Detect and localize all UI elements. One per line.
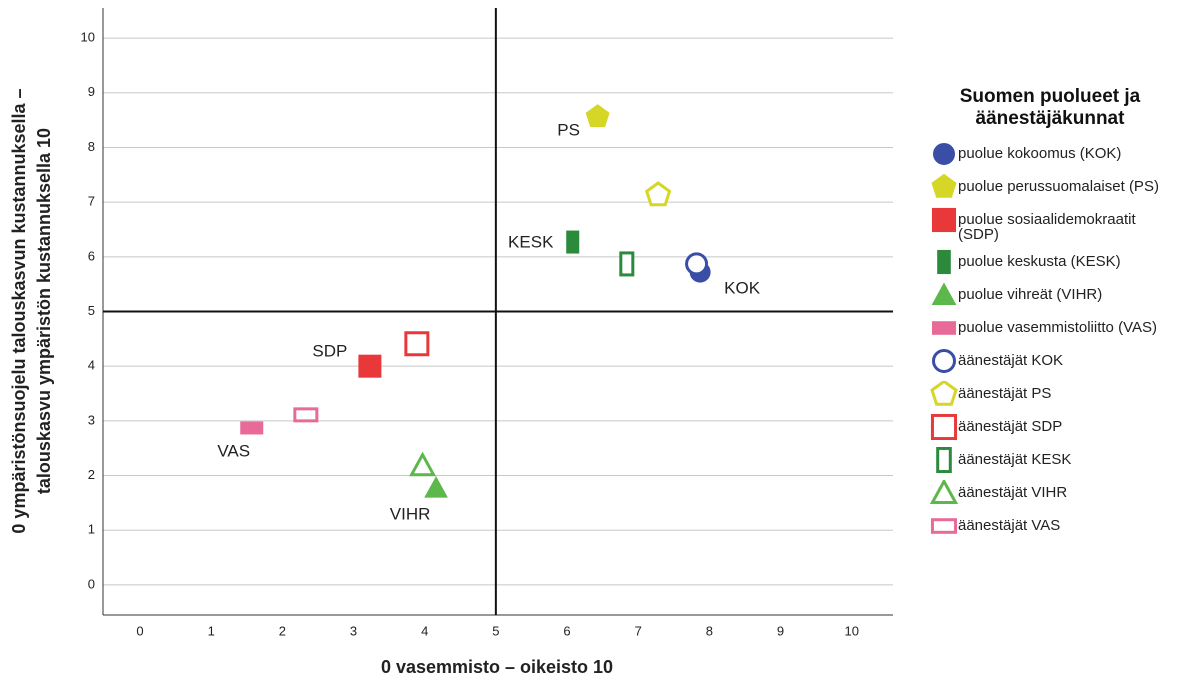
- marker: [404, 331, 430, 357]
- y-tick-label: 0: [88, 576, 95, 591]
- y-tick-label: 1: [88, 522, 95, 537]
- legend-marker: [930, 518, 958, 534]
- y-tick-label: 8: [88, 139, 95, 154]
- marker: [619, 251, 635, 277]
- legend-label: äänestäjät VIHR: [958, 484, 1068, 501]
- legend-label: äänestäjät VAS: [958, 517, 1061, 534]
- legend-marker: [937, 249, 951, 275]
- marker: [930, 414, 958, 440]
- legend-marker: [933, 143, 955, 165]
- y-tick-label: 5: [88, 303, 95, 318]
- legend-item: äänestäjät SDP: [930, 414, 1175, 440]
- legend-marker: [932, 349, 956, 373]
- legend-label: puolue kokoomus (KOK): [958, 145, 1122, 162]
- legend-label: äänestäjät PS: [958, 385, 1052, 402]
- legend-marker: [931, 282, 957, 305]
- legend-item: puolue vasemmistoliitto (VAS): [930, 320, 1175, 341]
- legend-marker: [931, 174, 957, 198]
- legend-label: äänestäjät KOK: [958, 352, 1064, 369]
- y-tick-label: 4: [88, 358, 95, 373]
- legend-item: äänestäjät VAS: [930, 518, 1175, 539]
- y-tick-label: 3: [88, 412, 95, 427]
- marker: [932, 349, 956, 373]
- legend-marker: [930, 480, 958, 504]
- legend-item: äänestäjät KOK: [930, 349, 1175, 374]
- y-tick-label: 2: [88, 467, 95, 482]
- legend-marker: [930, 381, 958, 406]
- y-tick-label: 10: [81, 30, 95, 45]
- marker: [931, 207, 957, 233]
- marker: [293, 407, 319, 423]
- legend-title: Suomen puolueet ja äänestäjäkunnat: [959, 86, 1141, 129]
- marker: [936, 447, 952, 473]
- marker: [931, 282, 957, 305]
- point-label: KESK: [508, 233, 554, 252]
- legend-marker: [931, 321, 957, 335]
- legend-label: puolue keskusta (KESK): [958, 253, 1121, 270]
- x-tick-label: 9: [777, 623, 784, 638]
- legend-label: puolue sosiaalidemokraatit (SDP): [958, 211, 1136, 243]
- marker: [409, 451, 437, 477]
- x-tick-label: 8: [706, 623, 713, 638]
- x-tick-label: 3: [350, 623, 357, 638]
- legend-item: puolue sosiaalidemokraatit (SDP): [930, 207, 1175, 243]
- point-label: PS: [557, 120, 580, 139]
- legend: Suomen puolueet ja äänestäjäkunnat puolu…: [930, 86, 1175, 551]
- legend-label: äänestäjät KESK: [958, 451, 1072, 468]
- legend-label: äänestäjät SDP: [958, 418, 1063, 435]
- y-tick-label: 7: [88, 194, 95, 209]
- marker: [566, 230, 580, 254]
- legend-item: puolue kokoomus (KOK): [930, 143, 1175, 167]
- x-tick-label: 10: [844, 623, 858, 638]
- marker: [685, 252, 709, 276]
- marker: [933, 143, 955, 165]
- x-tick-label: 6: [563, 623, 570, 638]
- point-label: VAS: [217, 441, 250, 460]
- x-tick-label: 0: [136, 623, 143, 638]
- marker: [930, 381, 958, 406]
- marker: [930, 480, 958, 504]
- x-tick-label: 1: [208, 623, 215, 638]
- legend-item: puolue perussuomalaiset (PS): [930, 174, 1175, 200]
- legend-item: äänestäjät KESK: [930, 447, 1175, 473]
- legend-label: puolue perussuomalaiset (PS): [958, 178, 1159, 195]
- legend-item: puolue keskusta (KESK): [930, 249, 1175, 275]
- chart: 0 vasemmisto – oikeisto 10 0 ympäristöns…: [9, 8, 893, 677]
- y-tick-label: 6: [88, 248, 95, 263]
- marker: [424, 476, 448, 498]
- y-axis-label: talouskasvu ympäristön kustannuksella 10: [34, 128, 54, 494]
- legend-marker: [930, 414, 958, 440]
- marker: [931, 321, 957, 335]
- legend-marker: [936, 447, 952, 473]
- legend-label: puolue vasemmistoliitto (VAS): [958, 319, 1157, 336]
- marker: [585, 104, 610, 128]
- point-label: VIHR: [390, 505, 431, 524]
- marker: [358, 354, 382, 378]
- marker: [644, 181, 672, 207]
- legend-marker: [931, 207, 957, 233]
- point-label: KOK: [724, 279, 761, 298]
- legend-label: puolue vihreät (VIHR): [958, 286, 1103, 303]
- point-label: SDP: [312, 342, 347, 361]
- y-axis-label: 0 ympäristönsuojelu talouskasvun kustann…: [9, 88, 29, 533]
- marker: [240, 421, 264, 435]
- y-tick-label: 9: [88, 84, 95, 99]
- x-tick-label: 5: [492, 623, 499, 638]
- x-tick-label: 7: [635, 623, 642, 638]
- marker: [931, 174, 957, 198]
- legend-item: äänestäjät VIHR: [930, 480, 1175, 506]
- x-tick-label: 2: [279, 623, 286, 638]
- marker: [937, 249, 951, 275]
- marker: [930, 518, 958, 534]
- legend-item: äänestäjät PS: [930, 381, 1175, 407]
- x-tick-label: 4: [421, 623, 428, 638]
- x-axis-label: 0 vasemmisto – oikeisto 10: [381, 657, 613, 677]
- legend-item: puolue vihreät (VIHR): [930, 282, 1175, 308]
